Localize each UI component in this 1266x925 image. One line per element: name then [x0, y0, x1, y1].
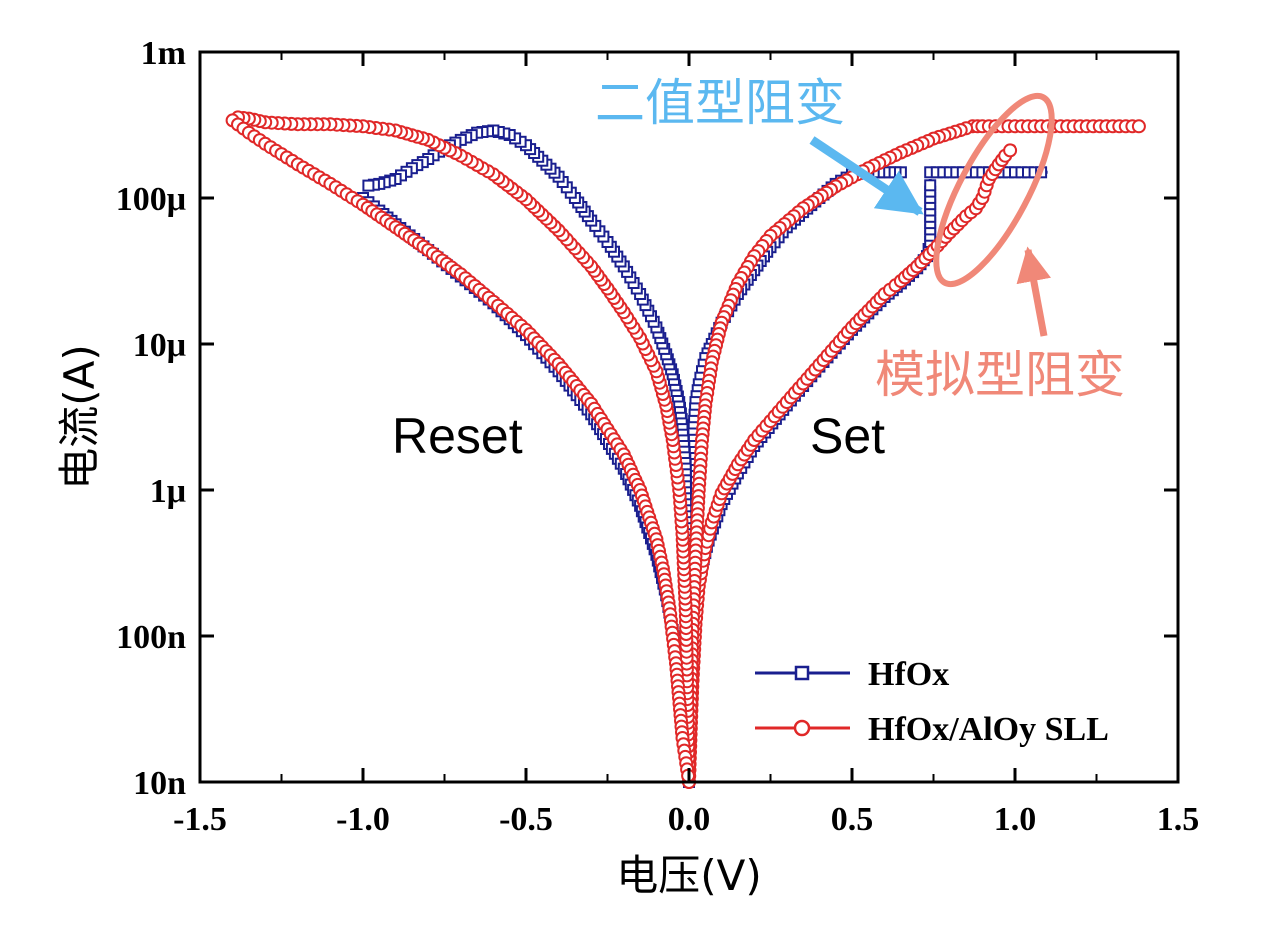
data-point [924, 179, 937, 192]
arrow-binary-icon [809, 136, 924, 216]
x-tick-label: 0.5 [831, 801, 874, 838]
y-axis-ticks: 10n 100n 1μ 10μ 100μ 1m [116, 35, 1178, 802]
region-label-set: Set [810, 408, 885, 464]
data-point [362, 179, 375, 192]
y-tick-label: 1μ [150, 473, 186, 510]
x-axis-label: 电压(V) [616, 851, 762, 900]
y-tick-label: 1m [141, 35, 186, 72]
x-tick-label: -1.0 [336, 801, 390, 838]
x-tick-label: 1.5 [1157, 801, 1200, 838]
x-axis-ticks: -1.5 -1.0 -0.5 0.0 0.5 1.0 1.5 [173, 52, 1199, 838]
region-label-reset: Reset [392, 408, 523, 464]
highlight-ellipse [933, 92, 1055, 288]
x-tick-label: 1.0 [994, 801, 1037, 838]
annotation-analog-switching: 模拟型阻变 [875, 346, 1125, 404]
x-tick-label: -0.5 [499, 801, 553, 838]
legend-label-sll: HfOx/AlOy SLL [868, 711, 1109, 748]
y-tick-label: 10n [133, 765, 186, 802]
x-tick-label: -1.5 [173, 801, 227, 838]
y-tick-label: 100μ [116, 181, 186, 218]
legend: HfOx HfOx/AlOy SLL [755, 656, 1109, 748]
y-tick-label: 100n [116, 619, 186, 656]
legend-marker-square-icon [794, 665, 810, 681]
legend-label-hfox: HfOx [868, 656, 949, 693]
annotation-binary-switching: 二值型阻变 [595, 74, 845, 132]
plot-series [225, 110, 1146, 789]
data-point [1003, 143, 1018, 158]
legend-marker-circle-icon [793, 719, 811, 737]
data-point [1131, 119, 1146, 134]
arrow-analog-icon [1016, 246, 1051, 337]
y-axis-label: 电流(A) [55, 344, 104, 490]
series-hfox-alox-sll [225, 110, 1146, 789]
x-tick-label: 0.0 [668, 801, 711, 838]
y-tick-label: 10μ [133, 327, 186, 364]
